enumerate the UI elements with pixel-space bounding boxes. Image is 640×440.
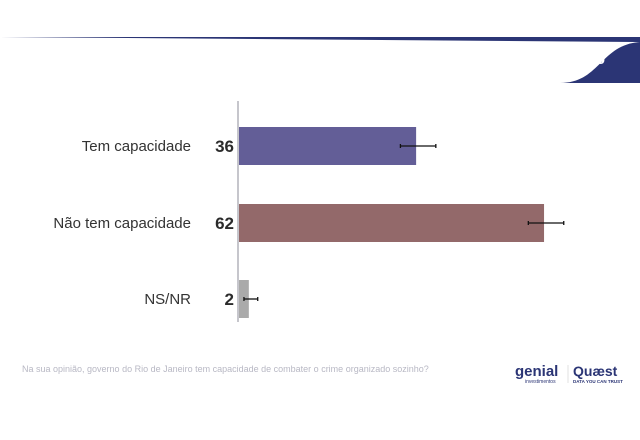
genial-logo-sub: investimentos	[525, 379, 556, 385]
category-label: Não tem capacidade	[53, 215, 191, 232]
chart-title: O governo do Rio de Janeiro tem capacida…	[66, 52, 605, 114]
bar	[239, 127, 417, 165]
logos: genial investimentos Quæst DATA YOU CAN …	[515, 363, 623, 385]
footnote: Na sua opinião, governo do Rio de Janeir…	[22, 364, 429, 374]
value-label: 36	[215, 137, 234, 156]
genial-logo: genial	[515, 363, 558, 380]
value-label: 2	[225, 290, 234, 309]
quaest-logo: Quæst	[573, 363, 618, 379]
bar	[239, 204, 545, 242]
value-label: 62	[215, 214, 234, 233]
quaest-tagline: DATA YOU CAN TRUST	[573, 379, 623, 384]
category-label: Tem capacidade	[82, 138, 191, 155]
category-label: NS/NR	[144, 291, 191, 308]
